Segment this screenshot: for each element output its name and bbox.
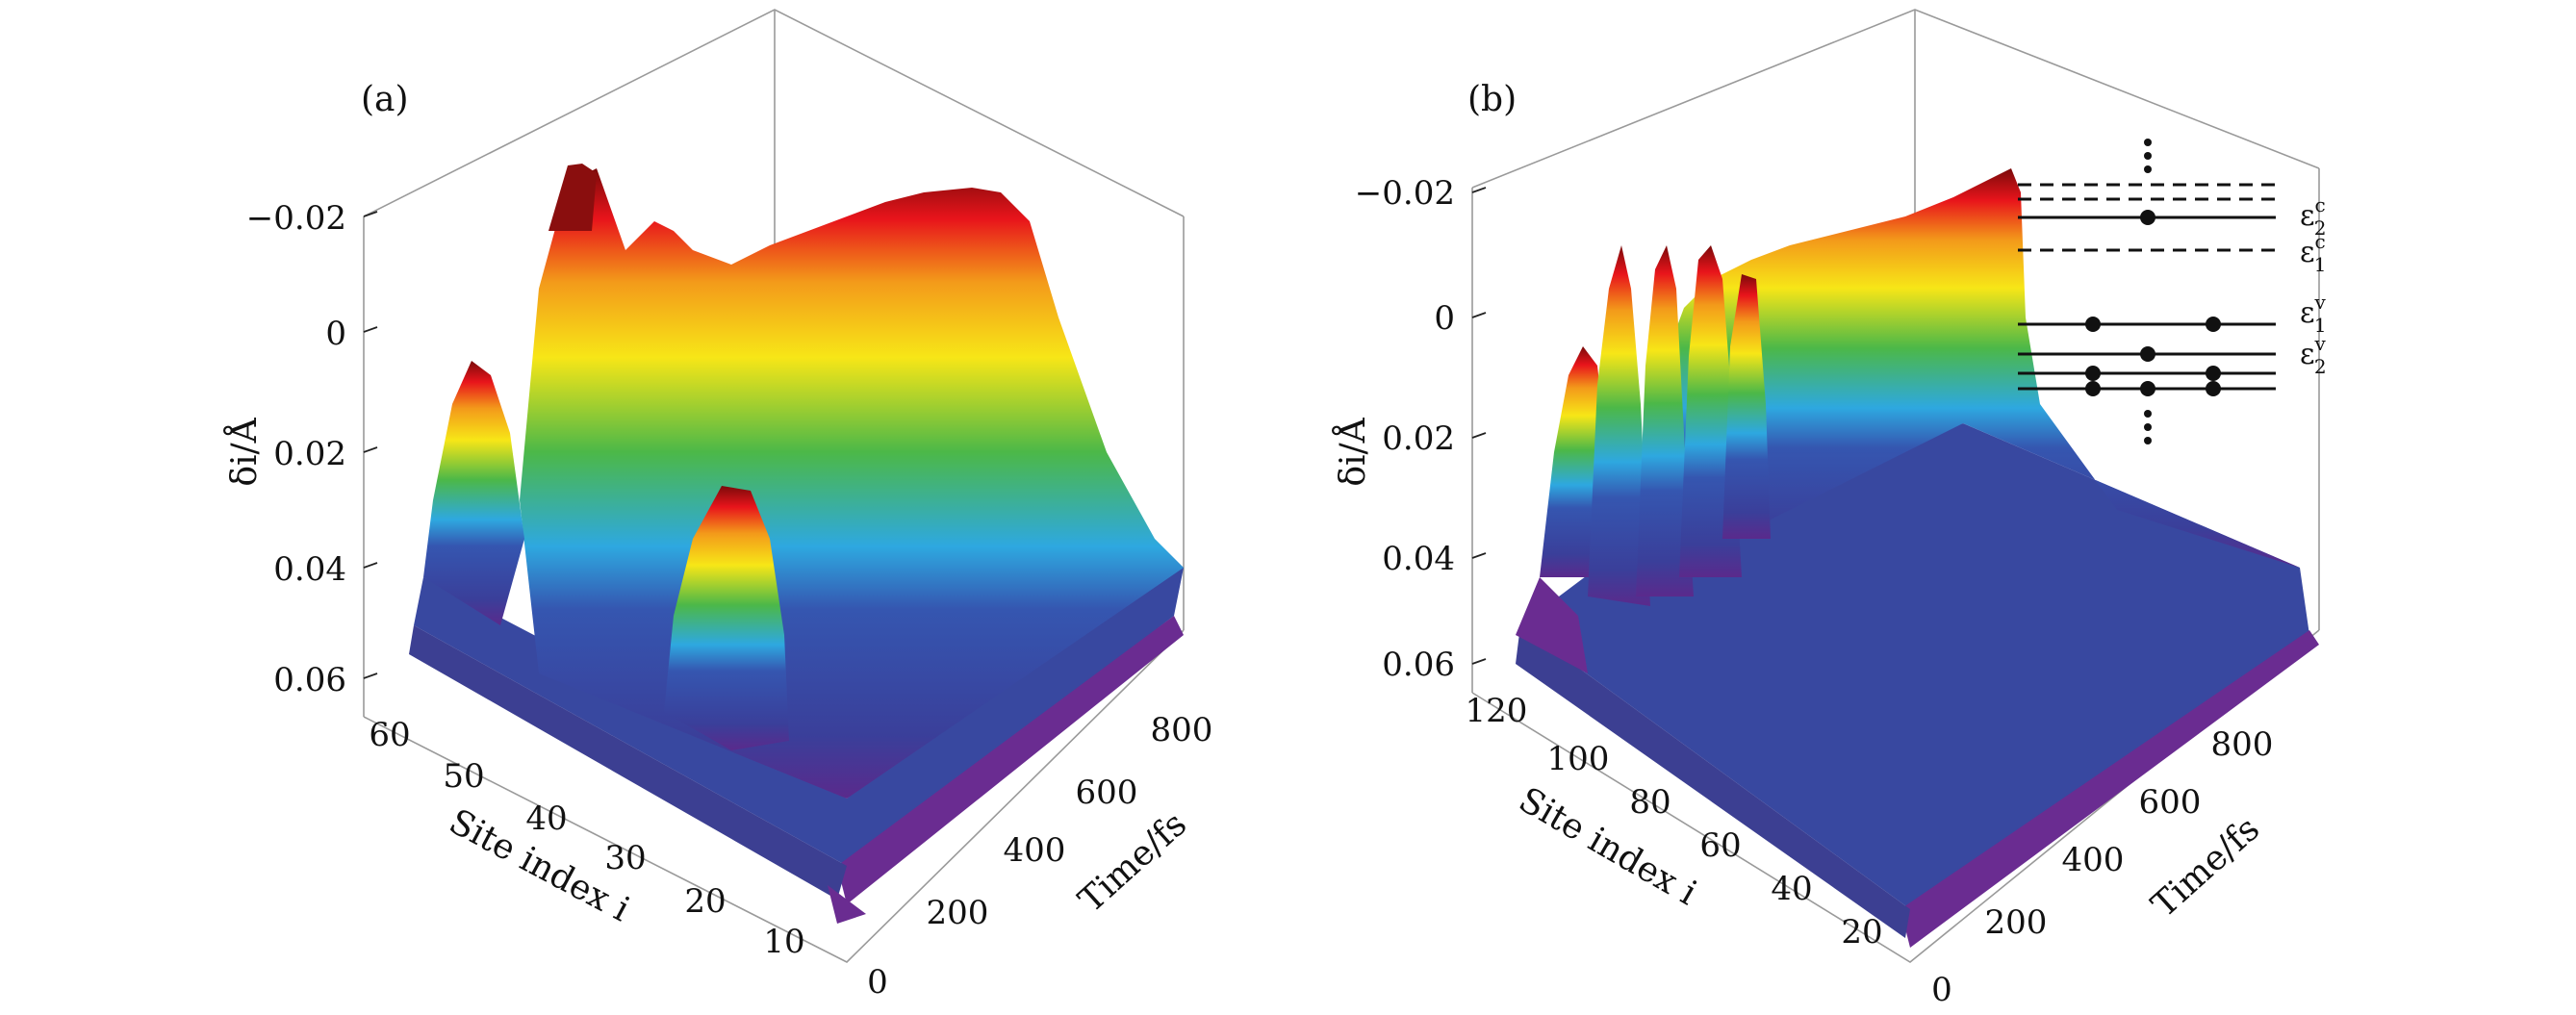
site-tick-label: 60 — [369, 716, 410, 754]
time-axis-label: Time/fs — [1071, 804, 1194, 921]
site-tick-label: 20 — [684, 882, 726, 921]
time-tick-label: 0 — [867, 963, 888, 1002]
panel-label-a: (a) — [361, 80, 409, 119]
ellipsis-dot — [2144, 410, 2152, 418]
panel-a-z-axis: −0.02 0 0.02 0.04 0.06 δi/Å — [224, 199, 378, 699]
ellipsis-dot — [2144, 139, 2152, 146]
site-tick-label: 120 — [1466, 692, 1528, 730]
site-tick-label: 80 — [1629, 783, 1671, 822]
time-tick-label: 600 — [2139, 783, 2202, 822]
site-tick-label: 30 — [604, 839, 646, 877]
z-tick-label: −0.02 — [1355, 174, 1455, 213]
panel-b-z-axis: −0.02 0 0.02 0.04 0.06 δi/Å — [1333, 174, 1487, 684]
time-tick-label: 800 — [2211, 725, 2274, 764]
electron-dot — [2140, 346, 2155, 362]
panel-b-surface — [1516, 168, 2319, 948]
site-tick-label: 10 — [763, 923, 804, 961]
z-tick-label: 0.04 — [273, 550, 346, 589]
panel-label-b: (b) — [1467, 80, 1517, 119]
electron-dot — [2206, 366, 2221, 381]
panel-a-frame — [363, 9, 1185, 963]
site-tick-label: 20 — [1841, 913, 1882, 952]
site-tick-label: 50 — [443, 757, 484, 796]
site-tick-label: 100 — [1547, 740, 1610, 778]
z-tick-label: 0.06 — [1382, 646, 1455, 684]
electron-dot — [2085, 317, 2101, 332]
site-tick-label: 40 — [525, 799, 567, 838]
z-tick-label: 0.04 — [1382, 540, 1455, 578]
electron-dot — [2140, 381, 2155, 396]
z-axis-label: δi/Å — [224, 417, 265, 486]
electron-dot — [2085, 381, 2101, 396]
electron-dot — [2140, 210, 2155, 225]
time-tick-label: 400 — [1004, 831, 1066, 870]
ellipsis-dot — [2144, 152, 2152, 160]
time-tick-label: 600 — [1076, 774, 1138, 812]
panel-a-surface — [409, 164, 1184, 924]
z-tick-label: 0.02 — [1382, 419, 1455, 458]
time-tick-label: 200 — [1985, 903, 2048, 942]
panel-a: −0.02 0 0.02 0.04 0.06 δi/Å 60 50 40 30 … — [224, 9, 1213, 1002]
ellipsis-dot — [2144, 437, 2152, 444]
site-tick-label: 60 — [1699, 826, 1741, 865]
ellipsis-dot — [2144, 165, 2152, 173]
time-tick-label: 800 — [1151, 711, 1213, 749]
z-tick-label: 0 — [1434, 299, 1455, 338]
z-axis-label: δi/Å — [1333, 417, 1373, 486]
z-tick-label: 0.02 — [273, 435, 346, 473]
site-tick-label: 40 — [1771, 870, 1812, 908]
site-axis-label: Site index i — [1512, 780, 1703, 913]
electron-dot — [2206, 317, 2221, 332]
electron-dot — [2206, 381, 2221, 396]
level-label-e2c: εc 2 — [2300, 193, 2326, 240]
panel-b: −0.02 0 0.02 0.04 0.06 δi/Å 120 100 80 6… — [1333, 9, 2327, 1009]
time-axis-label: Time/fs — [2144, 809, 2267, 926]
z-tick-label: −0.02 — [246, 199, 346, 238]
electron-dot — [2085, 366, 2101, 381]
z-tick-label: 0 — [325, 315, 346, 353]
level-label-e1v: εv 1 — [2300, 291, 2327, 337]
energy-level-inset: εc 2 εc 1 εv 1 εv 2 — [2018, 139, 2327, 444]
time-tick-label: 200 — [927, 894, 989, 932]
ellipsis-dot — [2144, 423, 2152, 431]
level-label-e2v: εv 2 — [2300, 332, 2327, 378]
level-label-e1c: εc 1 — [2300, 230, 2326, 276]
time-tick-label: 400 — [2062, 841, 2125, 879]
time-tick-label: 0 — [1931, 971, 1952, 1009]
z-tick-label: 0.06 — [273, 661, 346, 699]
